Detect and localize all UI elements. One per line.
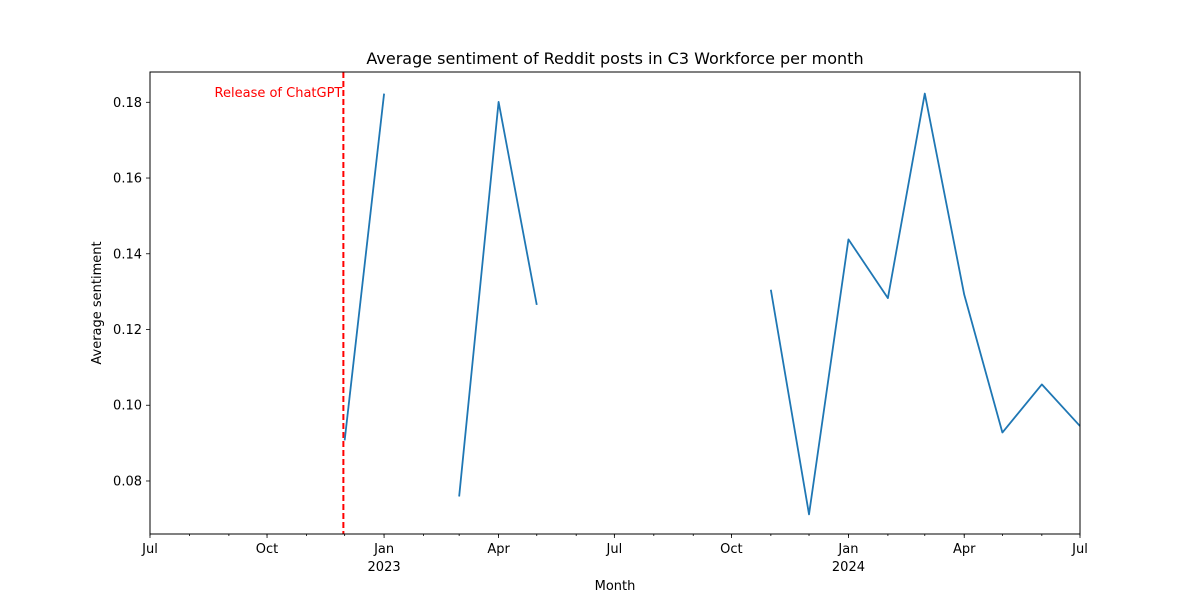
x-tick-label: Jul	[141, 542, 158, 557]
series-line-segment	[345, 94, 384, 441]
series-line-segment	[459, 102, 537, 497]
x-tick-label: Jul	[606, 542, 623, 557]
x-tick-label: Jul	[1071, 542, 1088, 557]
release-marker-label: Release of ChatGPT	[215, 86, 343, 101]
y-axis: 0.08 0.10 0.12 0.14 0.16 0.18	[113, 96, 150, 490]
y-axis-label: Average sentiment	[90, 241, 105, 364]
series-line-segment	[771, 94, 1080, 515]
x-tick-label: Apr	[953, 542, 976, 557]
axes-frame	[150, 72, 1080, 534]
y-tick-label: 0.08	[113, 474, 142, 489]
x-tick-year-label: 2023	[368, 560, 401, 575]
y-tick-label: 0.16	[113, 172, 142, 187]
x-tick-label: Oct	[256, 542, 278, 557]
y-tick-label: 0.14	[113, 247, 142, 262]
x-tick-label: Apr	[487, 542, 510, 557]
chart-title: Average sentiment of Reddit posts in C3 …	[366, 49, 863, 68]
y-tick-label: 0.18	[113, 96, 142, 111]
x-tick-label: Oct	[720, 542, 742, 557]
x-tick-year-label: 2024	[832, 560, 865, 575]
x-axis-label: Month	[595, 579, 636, 594]
x-axis: Jul Oct Jan 2023 Apr Jul Oct Jan 2024 Apr Jul	[141, 534, 1088, 575]
x-tick-label: Jan	[373, 542, 394, 557]
plot-area: Release of ChatGPT	[215, 72, 1080, 534]
y-tick-label: 0.10	[113, 399, 142, 414]
y-tick-label: 0.12	[113, 323, 142, 338]
x-tick-label: Jan	[837, 542, 858, 557]
